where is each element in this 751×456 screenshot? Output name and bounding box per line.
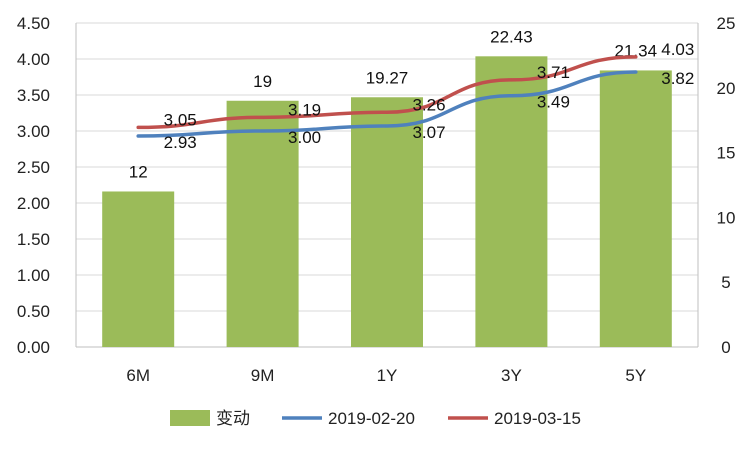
y-right-tick-label: 0 xyxy=(721,338,730,357)
x-tick-label: 1Y xyxy=(377,366,398,385)
series-data-label: 3.07 xyxy=(412,123,445,142)
legend-label: 2019-02-20 xyxy=(328,409,415,428)
y-right-tick-label: 10 xyxy=(717,208,736,227)
series-data-label: 3.00 xyxy=(288,128,321,147)
series-data-label: 2.93 xyxy=(164,133,197,152)
bar-data-label: 19 xyxy=(253,72,272,91)
series-point xyxy=(385,110,389,114)
y-left-tick-label: 0.50 xyxy=(17,302,50,321)
series-point xyxy=(385,124,389,128)
series-data-label: 3.05 xyxy=(164,110,197,129)
bar xyxy=(599,70,672,348)
series-point xyxy=(261,115,265,119)
series-point xyxy=(634,70,638,74)
bar xyxy=(226,100,299,347)
series-point xyxy=(634,55,638,59)
y-left-tick-label: 3.00 xyxy=(17,122,50,141)
y-right-tick-label: 15 xyxy=(717,144,736,163)
series-data-label: 3.82 xyxy=(661,69,694,88)
y-left-tick-label: 4.00 xyxy=(17,50,50,69)
series-data-label: 3.26 xyxy=(412,95,445,114)
y-left-tick-label: 1.00 xyxy=(17,266,50,285)
bar-data-label: 12 xyxy=(129,162,148,181)
series-data-label: 4.03 xyxy=(661,40,694,59)
series-point xyxy=(509,94,513,98)
y-left-tick-label: 2.50 xyxy=(17,158,50,177)
y-left-tick-label: 4.50 xyxy=(17,14,50,33)
x-tick-label: 3Y xyxy=(501,366,522,385)
series-data-label: 3.49 xyxy=(537,93,570,112)
bar xyxy=(475,56,548,348)
y-left-tick-label: 2.00 xyxy=(17,194,50,213)
series-point xyxy=(261,129,265,133)
bar-data-label: 22.43 xyxy=(490,27,533,46)
series-data-label: 3.71 xyxy=(537,63,570,82)
y-left-tick-label: 1.50 xyxy=(17,230,50,249)
x-tick-label: 9M xyxy=(251,366,275,385)
x-tick-label: 5Y xyxy=(625,366,646,385)
y-right-tick-label: 20 xyxy=(717,79,736,98)
y-right-tick-label: 5 xyxy=(721,273,730,292)
legend-swatch xyxy=(170,410,210,426)
x-tick-label: 6M xyxy=(126,366,150,385)
legend-label: 2019-03-15 xyxy=(494,409,581,428)
y-left-tick-label: 0.00 xyxy=(17,338,50,357)
series-point xyxy=(136,125,140,129)
bar-data-label: 19.27 xyxy=(366,68,409,87)
legend-label: 变动 xyxy=(216,409,250,428)
bar xyxy=(102,191,175,347)
series-data-label: 3.19 xyxy=(288,100,321,119)
series-point xyxy=(136,134,140,138)
bar xyxy=(351,97,423,347)
y-left-tick-label: 3.50 xyxy=(17,86,50,105)
series-point xyxy=(509,78,513,82)
y-right-tick-label: 25 xyxy=(717,14,736,33)
